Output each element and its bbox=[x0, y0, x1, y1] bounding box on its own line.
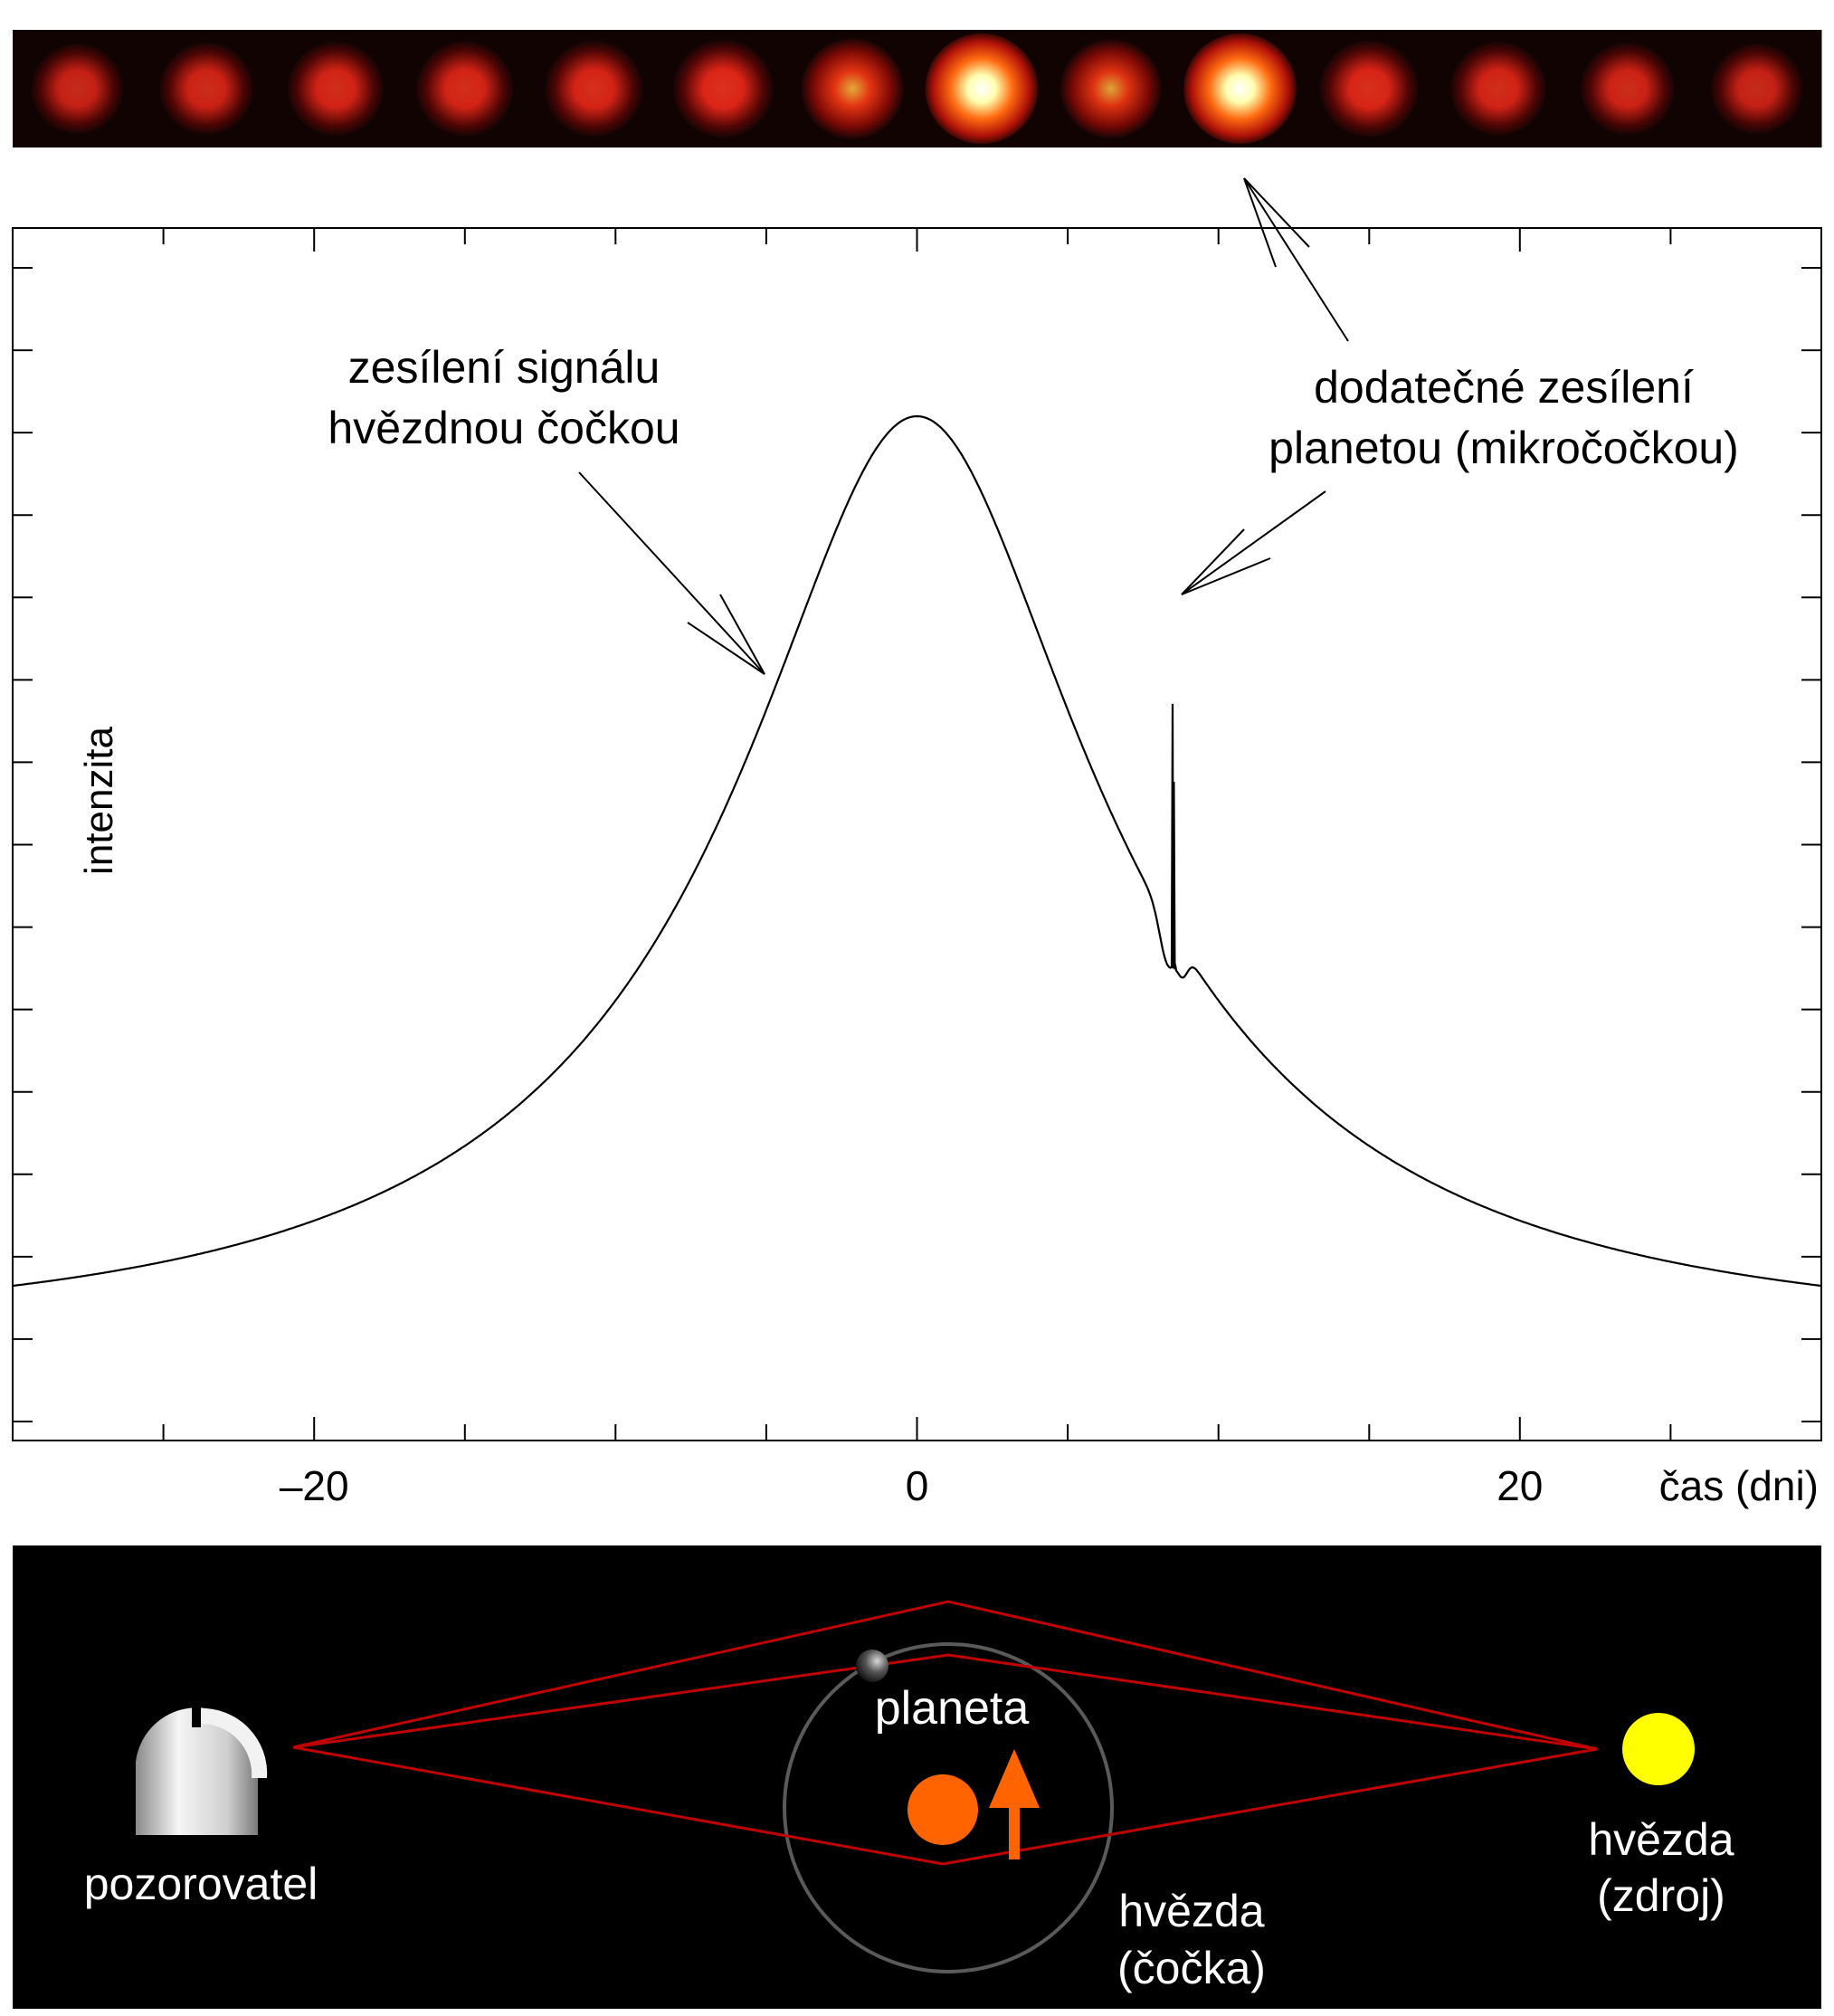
strip-spot bbox=[288, 42, 384, 136]
planet-label: planeta bbox=[875, 1682, 1030, 1735]
light-curve bbox=[12, 414, 1822, 1288]
strip-spot bbox=[801, 38, 904, 139]
planet-orbit bbox=[783, 1642, 1114, 1973]
strip-spot bbox=[159, 43, 253, 135]
strip-pointer-arrow bbox=[1243, 177, 1349, 342]
stellar-annotation-line2: hvězdnou čočkou bbox=[328, 403, 679, 453]
strip-spot bbox=[1450, 42, 1546, 136]
strip-spot bbox=[1060, 39, 1162, 138]
observatory-icon bbox=[136, 1698, 268, 1835]
x-tick-labels: –20 0 20 bbox=[280, 1462, 1544, 1509]
strip-spot bbox=[31, 43, 124, 134]
x-axis-label: čas (dni) bbox=[1659, 1462, 1819, 1509]
observer-label: pozorovatel bbox=[84, 1859, 318, 1909]
strip-spot bbox=[1319, 40, 1419, 138]
stellar-annotation-line1: zesílení signálu bbox=[348, 342, 660, 393]
lensing-geometry-diagram: pozorovatel planeta hvězda (čočka) hvězd… bbox=[13, 1545, 1821, 2009]
x-tick-label: –20 bbox=[280, 1462, 349, 1509]
diagram-background bbox=[13, 1545, 1821, 2009]
light-curve-chart: –20 0 20 intenzita čas (dni) zesílení sign… bbox=[12, 177, 1822, 1509]
source-star-icon bbox=[1622, 1713, 1695, 1785]
strip-spot bbox=[1183, 33, 1297, 145]
planet-annotation-arrow bbox=[1181, 490, 1326, 595]
brightness-strip bbox=[13, 30, 1822, 147]
stellar-annotation-arrow bbox=[578, 471, 765, 675]
lens-motion-arrow-icon bbox=[989, 1749, 1040, 1859]
strip-spot bbox=[1581, 43, 1675, 135]
source-star-label-line2: (zdroj) bbox=[1597, 1870, 1725, 1921]
strip-spot bbox=[673, 40, 774, 138]
planet-annotation-line1: dodatečné zesílení bbox=[1314, 362, 1694, 413]
lens-star-icon bbox=[907, 1774, 978, 1845]
strip-spot bbox=[1710, 43, 1803, 134]
y-axis-label: intenzita bbox=[77, 727, 121, 875]
x-tick-label: 20 bbox=[1497, 1462, 1543, 1509]
strip-spot bbox=[545, 41, 643, 137]
planet-annotation-line2: planetou (mikročočkou) bbox=[1269, 423, 1739, 473]
axis-ticks bbox=[13, 228, 1821, 1441]
source-star-label-line1: hvězda bbox=[1588, 1814, 1734, 1865]
strip-spot bbox=[416, 41, 514, 137]
light-rays bbox=[292, 1600, 1598, 1866]
lens-star-label-line1: hvězda bbox=[1118, 1886, 1264, 1936]
planet-icon bbox=[856, 1650, 888, 1682]
x-tick-label: 0 bbox=[906, 1462, 929, 1509]
strip-spot bbox=[925, 33, 1039, 145]
lens-star-label-line2: (čočka) bbox=[1117, 1943, 1266, 1993]
